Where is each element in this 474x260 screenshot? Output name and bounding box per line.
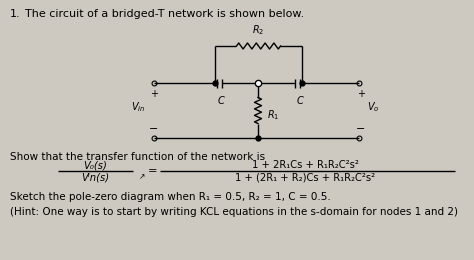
Text: 1 + (2R₁ + R₂)Cs + R₁R₂C²s²: 1 + (2R₁ + R₂)Cs + R₁R₂C²s² bbox=[235, 172, 375, 182]
Text: Vᴵn(s): Vᴵn(s) bbox=[81, 172, 109, 182]
Text: (Hint: One way is to start by writing KCL equations in the s-domain for nodes 1 : (Hint: One way is to start by writing KC… bbox=[10, 207, 458, 217]
Text: +: + bbox=[150, 89, 158, 99]
Text: $C$: $C$ bbox=[217, 94, 226, 106]
Text: Sketch the pole-zero diagram when R₁ = 0.5, R₂ = 1, C = 0.5.: Sketch the pole-zero diagram when R₁ = 0… bbox=[10, 192, 331, 202]
Text: =: = bbox=[148, 166, 157, 176]
Text: The circuit of a bridged-T network is shown below.: The circuit of a bridged-T network is sh… bbox=[25, 9, 304, 19]
Text: $R_1$: $R_1$ bbox=[267, 109, 279, 122]
Text: −: − bbox=[149, 124, 159, 134]
Text: +: + bbox=[357, 89, 365, 99]
Text: 1 + 2R₁Cs + R₁R₂C²s²: 1 + 2R₁Cs + R₁R₂C²s² bbox=[252, 160, 358, 170]
Text: $R_2$: $R_2$ bbox=[252, 23, 264, 37]
Text: 1.: 1. bbox=[10, 9, 21, 19]
Text: V₀(s): V₀(s) bbox=[83, 160, 107, 170]
Text: Show that the transfer function of the network is: Show that the transfer function of the n… bbox=[10, 152, 265, 162]
Text: ↗: ↗ bbox=[139, 172, 146, 181]
Text: $V_{in}$: $V_{in}$ bbox=[131, 101, 145, 114]
Text: $V_o$: $V_o$ bbox=[367, 101, 379, 114]
Text: −: − bbox=[356, 124, 365, 134]
Text: $C$: $C$ bbox=[296, 94, 304, 106]
